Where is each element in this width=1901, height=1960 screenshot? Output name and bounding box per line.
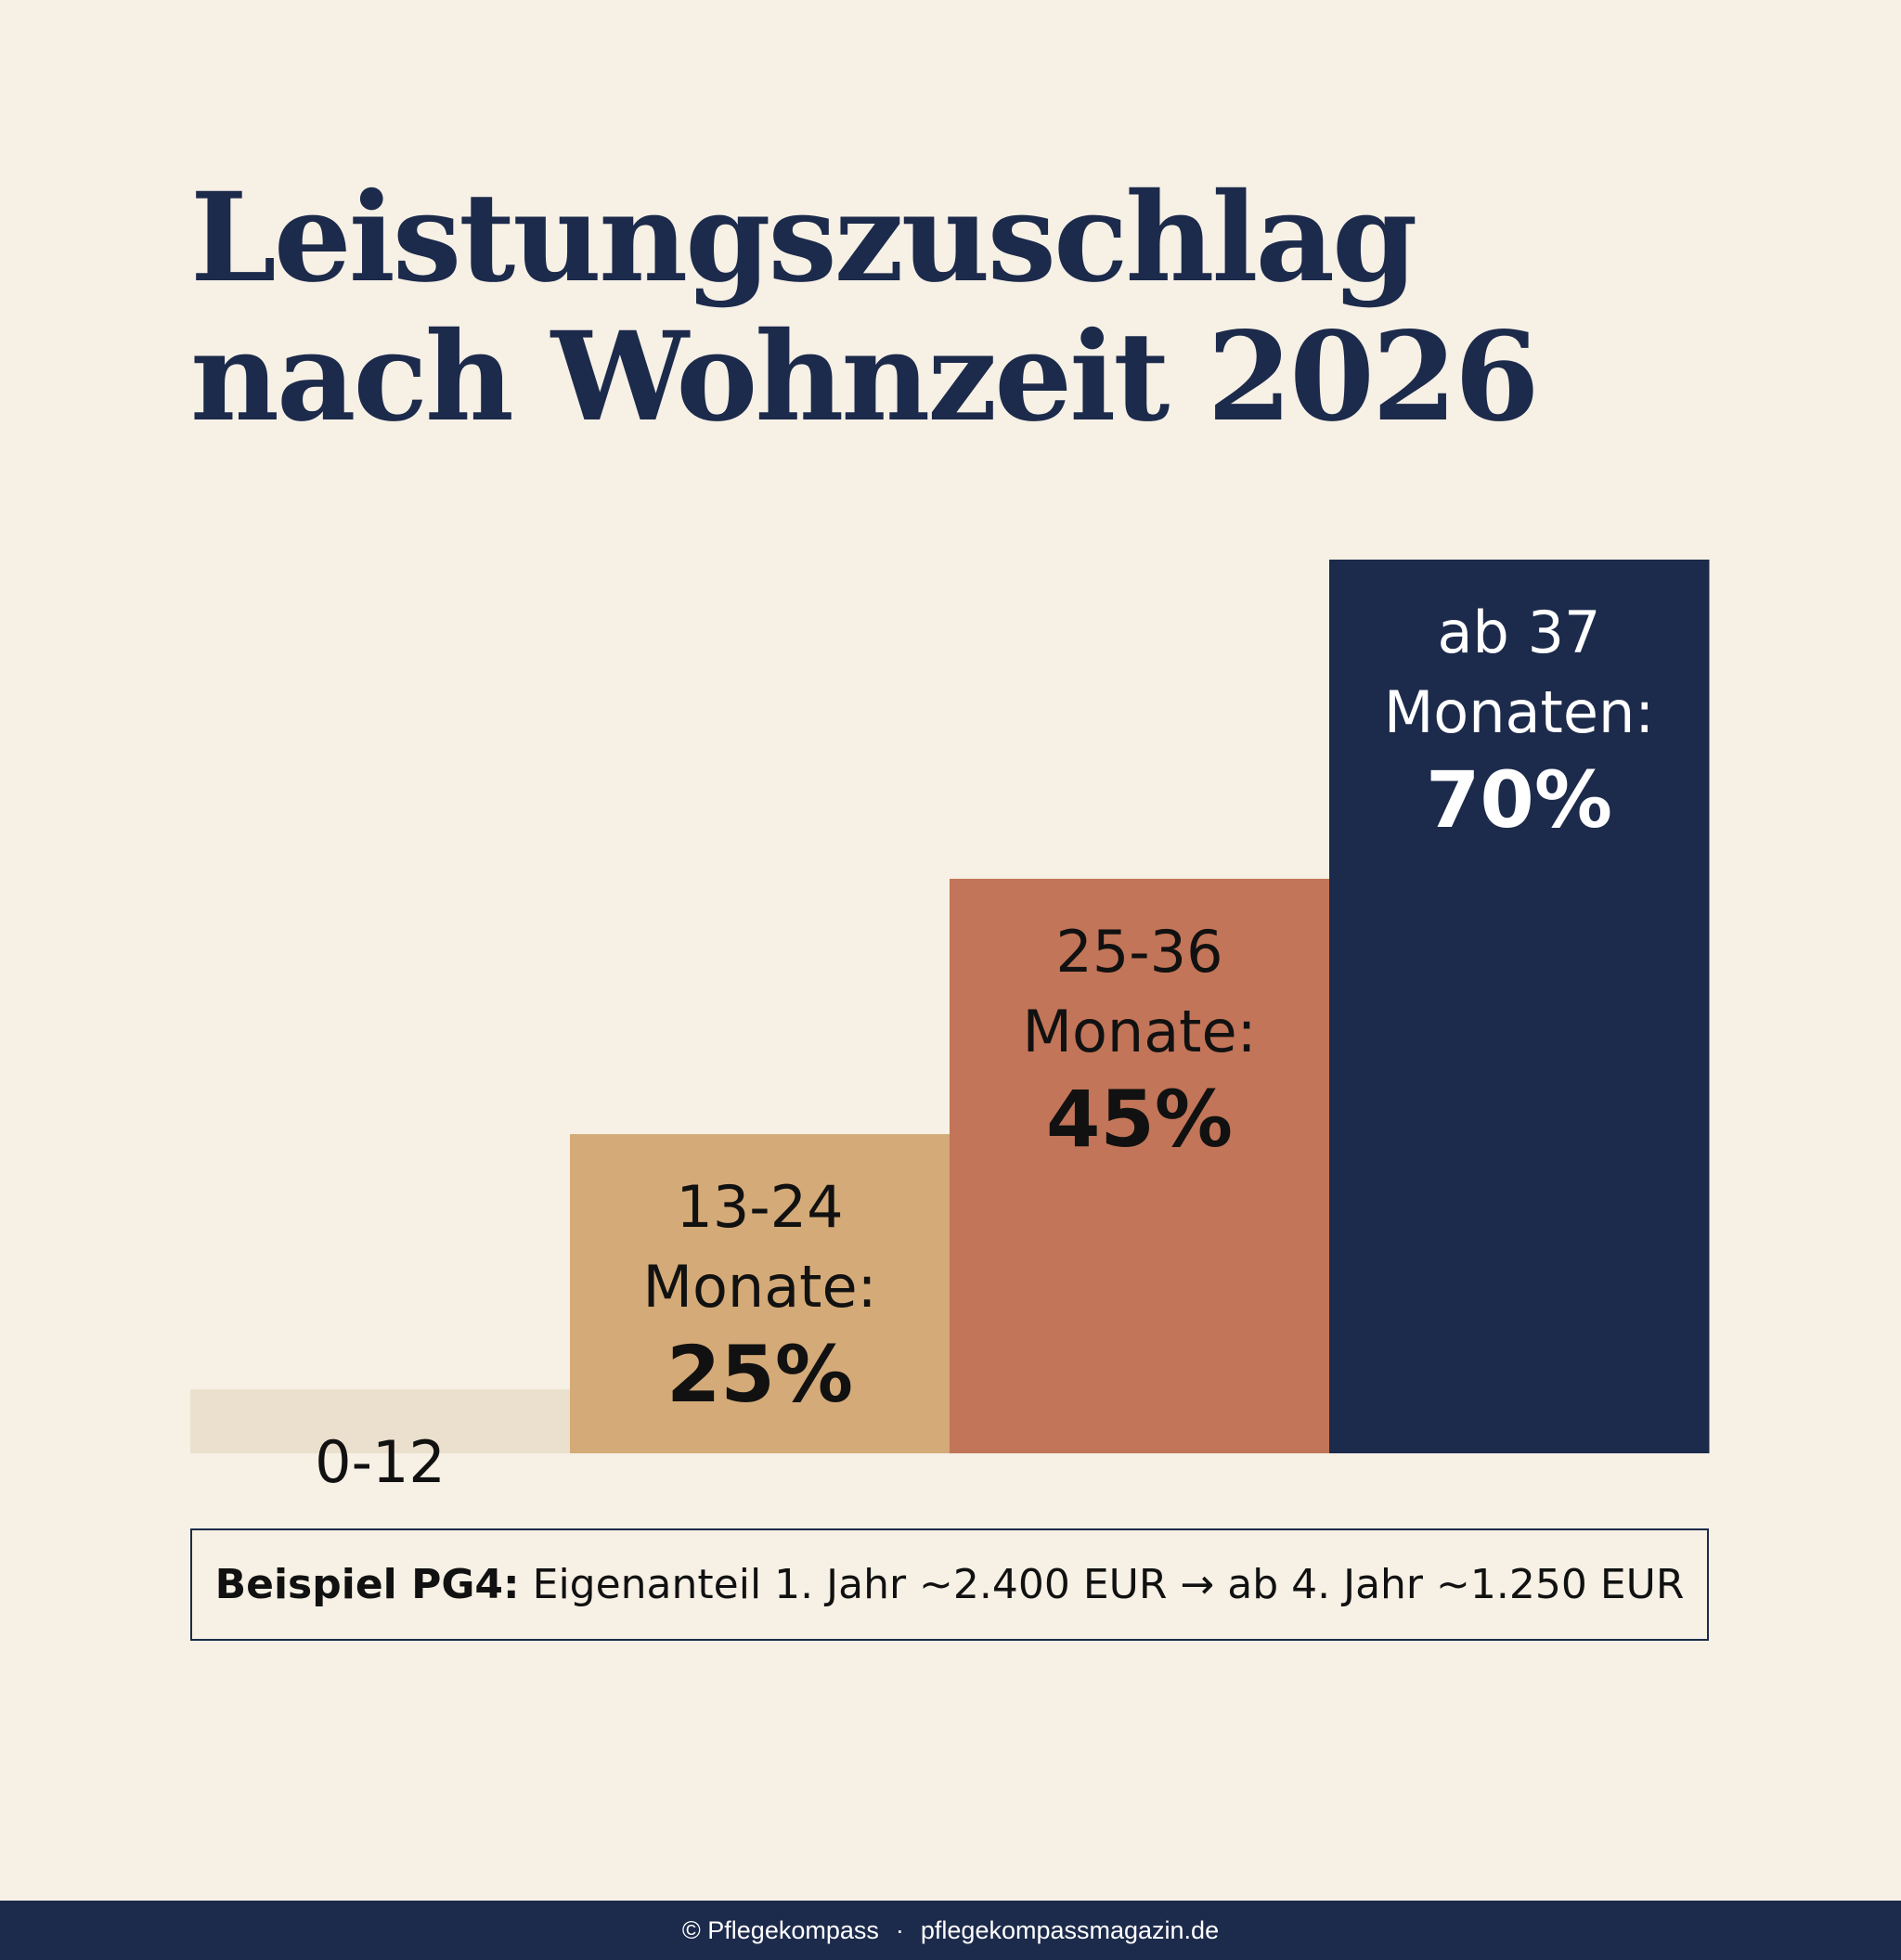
bar-1-range: 0-12 [315,1428,446,1485]
footer: © Pflegekompass · pflegekompassmagazin.d… [0,1901,1901,1960]
example-label: Beispiel PG4: [214,1561,520,1608]
bar-4-unit: Monaten: [1384,678,1654,746]
example-text: Eigenanteil 1. Jahr ~2.400 EUR → ab 4. J… [532,1561,1685,1608]
bar-4-value-label: 70% [1426,754,1612,845]
bar-chart: 0-12Monate:5%13-24Monate:25%25-36Monate:… [190,560,1710,1485]
title-line-1: Leistungszuschlag [190,166,1417,310]
bar-3-unit: Monate: [1022,998,1256,1065]
bar-4-range: ab 37 [1438,599,1601,666]
footer-copyright: © Pflegekompass [681,1915,879,1944]
bar-2-range: 13-24 [676,1173,843,1241]
bar-1 [190,1389,571,1453]
bar-3-value-label: 45% [1046,1074,1233,1165]
footer-website-link[interactable]: pflegekompassmagazin.de [920,1915,1220,1944]
bar-2-value-label: 25% [666,1329,853,1420]
bar-3-range: 25-36 [1055,918,1222,986]
bar-2-unit: Monate: [642,1253,876,1321]
bar-4 [1329,560,1710,1453]
bar-2 [570,1134,950,1453]
example-box: Beispiel PG4: Eigenanteil 1. Jahr ~2.400… [190,1528,1709,1641]
footer-separator: · [895,1915,904,1944]
title-line-2: nach Wohnzeit 2026 [190,305,1540,449]
page-title: Leistungszuschlag nach Wohnzeit 2026 [190,166,1540,449]
bar-3 [950,878,1330,1453]
